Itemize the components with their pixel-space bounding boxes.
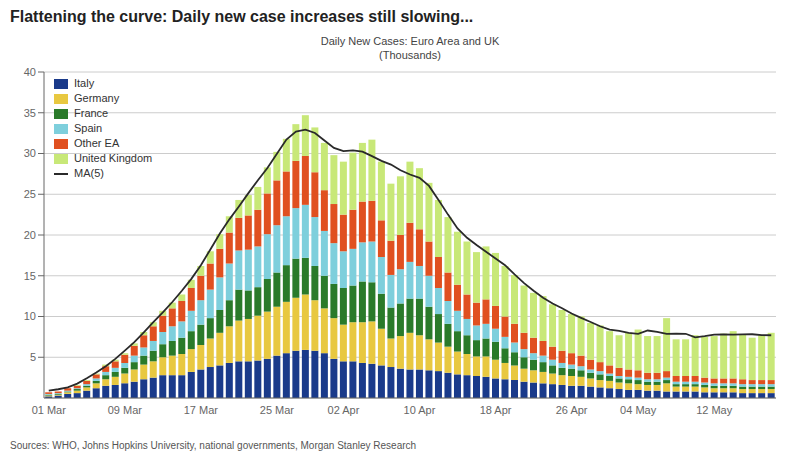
html-text:France: France: [74, 107, 109, 119]
svg-text:26 Apr: 26 Apr: [556, 404, 588, 416]
svg-text:02 Apr: 02 Apr: [328, 404, 360, 416]
svg-text:18 Apr: 18 Apr: [480, 404, 512, 416]
html-text:Italy: Italy: [74, 77, 95, 89]
html-text:MA(5): MA(5): [74, 167, 104, 179]
html-text:Daily New Cases: Euro Area and: Daily New Cases: Euro Area and UK: [320, 35, 500, 47]
svg-text:30: 30: [24, 147, 36, 159]
html-text:Spain: Spain: [74, 122, 103, 134]
svg-text:20: 20: [24, 229, 36, 241]
html-text:Germany: Germany: [74, 92, 120, 104]
svg-text:17 Mar: 17 Mar: [184, 404, 219, 416]
html-text:Flattening the curve: Daily ne: Flattening the curve: Daily new case inc…: [10, 8, 474, 25]
svg-text:15: 15: [24, 270, 36, 282]
html-text:Sources: WHO, Johns Hopkins Un: Sources: WHO, Johns Hopkins University, …: [10, 440, 417, 451]
svg-text:40: 40: [24, 66, 36, 78]
html-text:United Kingdom: United Kingdom: [74, 152, 153, 164]
svg-text:35: 35: [24, 107, 36, 119]
svg-text:12 May: 12 May: [696, 404, 733, 416]
svg-text:25: 25: [24, 188, 36, 200]
svg-text:09 Mar: 09 Mar: [108, 404, 143, 416]
html-text:(Thousands): (Thousands): [379, 49, 441, 61]
svg-text:01 Mar: 01 Mar: [32, 404, 67, 416]
html-text:Other EA: Other EA: [74, 137, 120, 149]
svg-text:04 May: 04 May: [620, 404, 657, 416]
svg-text:5: 5: [30, 351, 36, 363]
svg-text:25 Mar: 25 Mar: [260, 404, 295, 416]
svg-text:10 Apr: 10 Apr: [404, 404, 436, 416]
svg-text:10: 10: [24, 310, 36, 322]
